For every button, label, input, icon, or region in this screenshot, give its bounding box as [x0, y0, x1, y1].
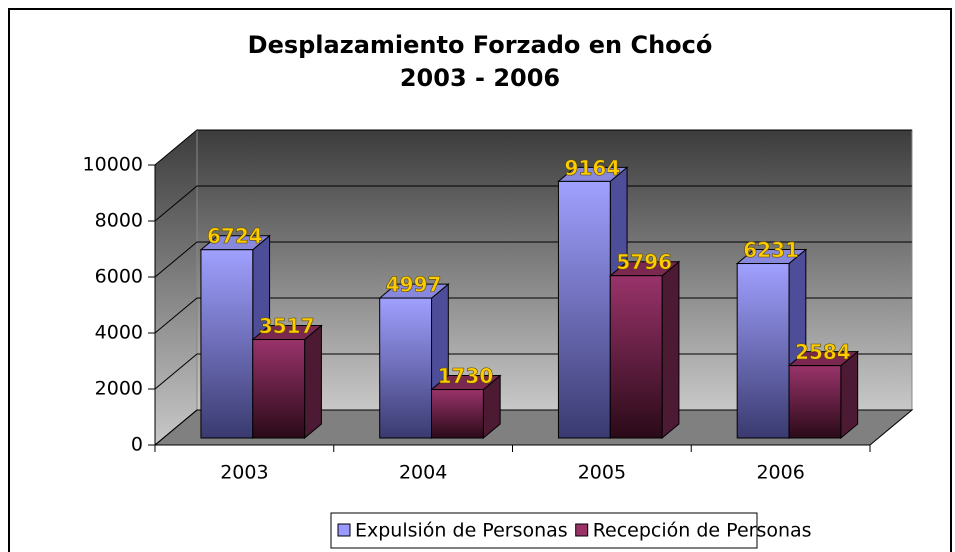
- x-tick-label: 2004: [399, 462, 447, 484]
- bar: [609, 275, 663, 439]
- bar-side: [304, 324, 322, 440]
- legend-swatch: [575, 523, 589, 537]
- chart-border: [8, 8, 952, 552]
- bar-side: [661, 260, 680, 440]
- value-label: 1730: [438, 364, 494, 388]
- bar: [252, 339, 306, 439]
- side-wall: [154, 128, 198, 447]
- value-label: 9164: [565, 156, 621, 180]
- y-tick-label: 6000: [95, 266, 143, 288]
- grid-line: [154, 241, 912, 278]
- y-tick-label: 10000: [83, 154, 143, 176]
- bar-side: [840, 350, 859, 440]
- x-tick-label: 2005: [578, 462, 626, 484]
- value-label: 6231: [743, 238, 799, 262]
- value-label: 6724: [207, 224, 263, 248]
- x-tick-label: 2003: [220, 462, 268, 484]
- grid-line: [154, 185, 912, 222]
- grid-line: [154, 129, 912, 166]
- y-tick-label: 2000: [95, 378, 143, 400]
- bar: [736, 263, 790, 439]
- x-tick-label: 2006: [756, 462, 804, 484]
- value-label: 3517: [259, 314, 315, 338]
- bar: [788, 365, 842, 439]
- y-tick-label: 4000: [95, 322, 143, 344]
- chart-subtitle: 2003 - 2006: [400, 64, 560, 92]
- bar: [379, 297, 433, 439]
- y-tick-label: 8000: [95, 210, 143, 232]
- legend-swatch: [337, 523, 351, 537]
- value-label: 4997: [386, 273, 442, 297]
- value-label: 5796: [616, 250, 672, 274]
- bar: [557, 180, 611, 439]
- legend-label: Recepción de Personas: [593, 520, 812, 542]
- bar: [431, 389, 484, 439]
- legend-box: [330, 512, 758, 549]
- chart-title: Desplazamiento Forzado en Chocó: [248, 31, 713, 59]
- legend-label: Expulsión de Personas: [355, 520, 568, 542]
- value-label: 2584: [795, 340, 851, 364]
- bar: [200, 249, 254, 439]
- y-tick-label: 0: [131, 434, 143, 456]
